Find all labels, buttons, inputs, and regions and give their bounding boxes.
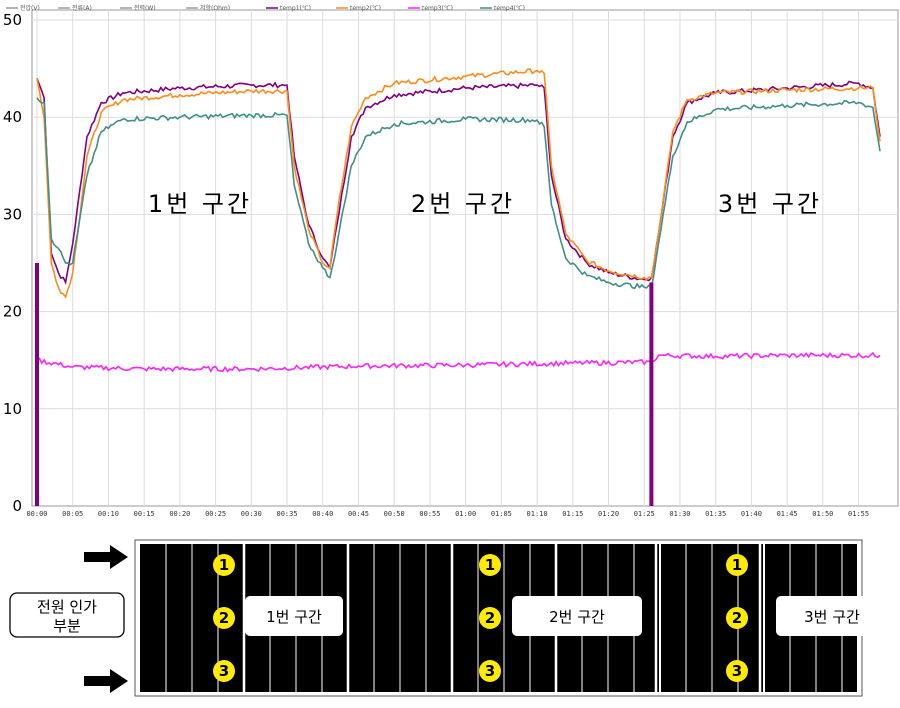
marker-number: 2	[485, 609, 495, 627]
marker-number: 1	[219, 556, 229, 574]
x-tick-label: 00:20	[169, 510, 190, 518]
marker-circle	[213, 554, 235, 576]
section-label-2: 2번 구간	[549, 608, 605, 626]
x-tick-label: 00:05	[62, 510, 83, 518]
zone-label-3: 3번 구간	[718, 190, 822, 218]
x-tick-label: 01:40	[741, 510, 762, 518]
marker-circle	[479, 607, 501, 629]
x-tick-label: 00:35	[277, 510, 298, 518]
marker-number: 2	[219, 609, 229, 627]
marker-circle	[726, 660, 748, 682]
x-tick-label: 00:15	[134, 510, 155, 518]
power-input-label-line1: 전원 인가	[37, 598, 97, 616]
x-tick-label: 01:25	[634, 510, 655, 518]
marker-number: 3	[732, 662, 742, 680]
legend-entry: 저항(Ohm)	[200, 4, 230, 12]
x-tick-label: 01:45	[777, 510, 798, 518]
section-label-3: 3번 구간	[804, 608, 860, 626]
legend-entry: temp3(℃)	[422, 5, 453, 12]
section-box-1	[245, 596, 343, 636]
legend-entry: 전력(W)	[134, 4, 156, 12]
zone-label-2: 2번 구간	[411, 190, 515, 218]
x-tick-label: 00:40	[312, 510, 333, 518]
marker-number: 1	[732, 556, 742, 574]
arrow-right-icon	[84, 669, 128, 693]
y-axis: 0 10 20 30 40 50	[3, 11, 22, 515]
x-tick-label: 01:20	[598, 510, 619, 518]
x-tick-label: 00:30	[241, 510, 262, 518]
marker-circle	[726, 554, 748, 576]
x-tick-label: 01:30	[669, 510, 690, 518]
marker-circle	[726, 607, 748, 629]
x-tick-label: 00:45	[348, 510, 369, 518]
series-lines	[35, 68, 881, 506]
legend-entry: 전류(A)	[72, 4, 92, 12]
x-axis: 00:00 00:05 00:10 00:15 00:20 00:25 00:30 00:35…	[26, 510, 869, 518]
legend-entry: 전압(V)	[20, 4, 40, 12]
marker-number: 2	[732, 609, 742, 627]
section-box-2	[512, 596, 642, 636]
marker-number: 3	[485, 662, 495, 680]
marker-circle	[479, 554, 501, 576]
zone-label-1: 1번 구간	[148, 190, 252, 218]
power-input-label-box	[9, 592, 125, 638]
x-tick-label: 00:55	[419, 510, 440, 518]
position-markers: 1 2 3 1 2 3 1 2 3	[213, 554, 748, 682]
x-tick-label: 01:00	[455, 510, 476, 518]
x-tick-label: 01:10	[527, 510, 548, 518]
plot-area	[31, 9, 899, 507]
legend-entry: temp4(℃)	[494, 5, 525, 12]
x-tick-label: 01:55	[848, 510, 869, 518]
marker-circle	[213, 607, 235, 629]
legend: 전압(V) 전류(A) 전력(W) 저항(Ohm) temp1(℃) temp2(℃) te…	[6, 4, 525, 12]
x-tick-label: 00:25	[205, 510, 226, 518]
x-tick-label: 01:05	[491, 510, 512, 518]
panel-diagram: 전원 인가 부분 1 2 3 1 2 3 1 2 3 1번 구간 2번 구간 3번 구간	[9, 539, 888, 697]
zone-labels: 1번 구간 2번 구간 3번 구간	[148, 190, 822, 218]
legend-entry: temp1(℃)	[280, 5, 311, 12]
x-tick-label: 00:10	[98, 510, 119, 518]
power-spike-mark	[649, 282, 654, 506]
y-tick-label: 40	[3, 108, 22, 126]
arrow-right-icon	[84, 545, 128, 569]
power-spike-mark	[35, 263, 39, 506]
marker-circle	[479, 660, 501, 682]
section-box-3	[776, 596, 888, 636]
y-tick-label: 30	[3, 205, 22, 223]
marker-number: 3	[219, 662, 229, 680]
y-tick-label: 50	[3, 11, 22, 29]
series-line	[36, 68, 881, 299]
series-line	[36, 351, 881, 373]
x-tick-label: 01:50	[812, 510, 833, 518]
x-tick-label: 01:35	[705, 510, 726, 518]
y-tick-label: 20	[3, 303, 22, 321]
y-tick-label: 0	[12, 497, 22, 515]
marker-number: 1	[485, 556, 495, 574]
x-tick-label: 00:00	[26, 510, 47, 518]
marker-circle	[213, 660, 235, 682]
x-tick-label: 01:15	[562, 510, 583, 518]
power-input-label-line2: 부분	[53, 617, 81, 635]
x-tick-label: 00:50	[384, 510, 405, 518]
legend-entry: temp2(℃)	[350, 5, 381, 12]
y-tick-label: 10	[3, 400, 22, 418]
series-line	[36, 97, 881, 290]
section-label-1: 1번 구간	[266, 608, 322, 626]
